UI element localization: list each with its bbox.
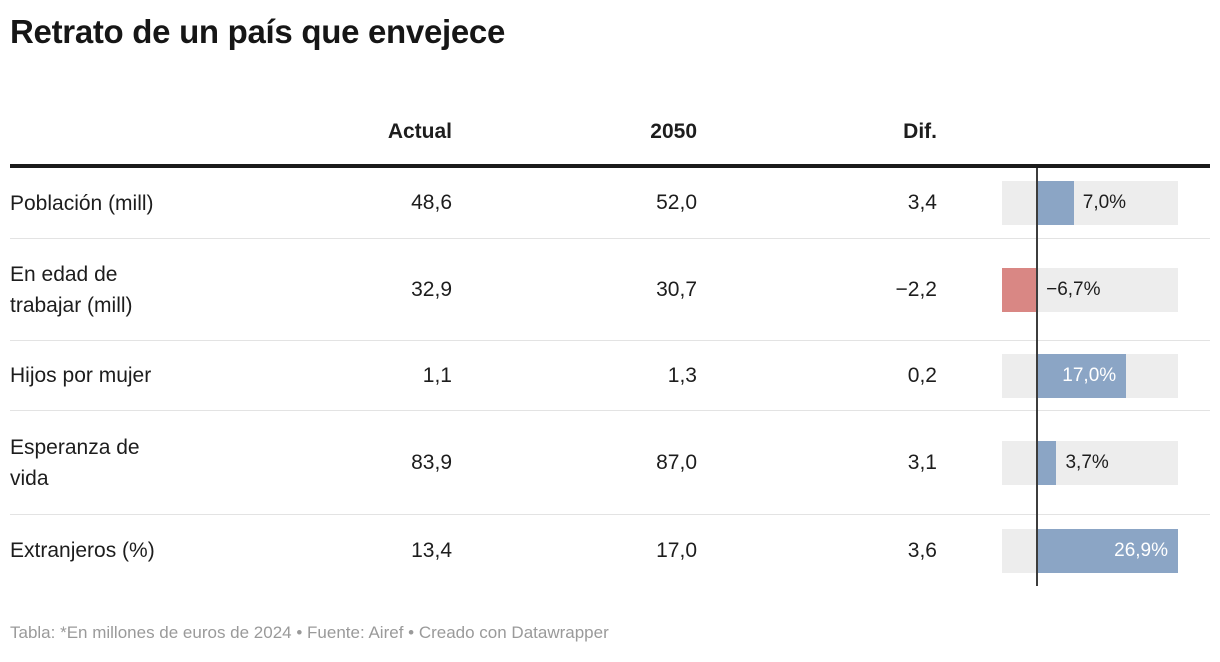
bar-value-label: 3,7% bbox=[1065, 451, 1109, 473]
column-header-actual: Actual bbox=[387, 120, 452, 143]
bar-value-label: −6,7% bbox=[1046, 278, 1101, 300]
cell-2050: 17,0 bbox=[656, 538, 697, 562]
diff-bar bbox=[1037, 353, 1127, 398]
bar-value-label: 17,0% bbox=[1062, 364, 1117, 386]
column-header-dif: Dif. bbox=[903, 120, 937, 143]
table-row: Población (mill) 48,6 52,0 3,4 7,0% bbox=[10, 168, 1210, 238]
bar-cell: 26,9% bbox=[937, 515, 1210, 586]
cell-actual: 13,4 bbox=[411, 538, 452, 562]
cell-2050: 52,0 bbox=[656, 191, 697, 214]
cell-dif: 3,4 bbox=[907, 191, 937, 214]
cell-actual: 48,6 bbox=[411, 191, 452, 214]
diff-bar bbox=[1037, 528, 1178, 573]
bar-track: 3,7% bbox=[1002, 440, 1178, 485]
diff-bar bbox=[1037, 440, 1057, 485]
cell-2050: 30,7 bbox=[656, 277, 697, 301]
table-row: Hijos por mujer 1,1 1,3 0,2 17,0% bbox=[10, 340, 1210, 410]
cell-dif: 3,1 bbox=[907, 450, 937, 474]
zero-axis-line bbox=[1036, 168, 1038, 586]
bar-cell: 3,7% bbox=[937, 411, 1210, 514]
bar-track: 17,0% bbox=[1002, 353, 1178, 398]
row-label: Hijos por mujer bbox=[10, 364, 152, 387]
cell-2050: 87,0 bbox=[656, 450, 697, 474]
bar-track: 7,0% bbox=[1002, 181, 1178, 225]
cell-actual: 83,9 bbox=[411, 450, 452, 474]
cell-2050: 1,3 bbox=[667, 363, 697, 387]
row-label: Esperanza de vida bbox=[10, 435, 140, 490]
row-label: En edad de trabajar (mill) bbox=[10, 262, 133, 317]
row-label: Extranjeros (%) bbox=[10, 539, 155, 562]
bar-cell: −6,7% bbox=[937, 239, 1210, 340]
diff-bar bbox=[1002, 267, 1038, 312]
table-body: Población (mill) 48,6 52,0 3,4 7,0% En e… bbox=[10, 168, 1210, 586]
page-title: Retrato de un país que envejece bbox=[10, 13, 506, 50]
cell-dif: −2,2 bbox=[895, 277, 937, 301]
table-row: En edad de trabajar (mill) 32,9 30,7 −2,… bbox=[10, 238, 1210, 340]
diff-bar bbox=[1037, 181, 1074, 225]
header-rule bbox=[10, 164, 1210, 168]
bar-track: 26,9% bbox=[1002, 528, 1178, 573]
cell-actual: 1,1 bbox=[422, 363, 452, 387]
bar-cell: 17,0% bbox=[937, 341, 1210, 410]
bar-track: −6,7% bbox=[1002, 267, 1178, 312]
cell-actual: 32,9 bbox=[411, 277, 452, 301]
cell-dif: 0,2 bbox=[907, 363, 937, 387]
table-row: Extranjeros (%) 13,4 17,0 3,6 26,9% bbox=[10, 514, 1210, 586]
footer-attribution: Tabla: *En millones de euros de 2024 • F… bbox=[10, 623, 609, 642]
column-header-2050: 2050 bbox=[650, 120, 697, 143]
table-row: Esperanza de vida 83,9 87,0 3,1 3,7% bbox=[10, 410, 1210, 514]
cell-dif: 3,6 bbox=[907, 538, 937, 562]
bar-value-label: 7,0% bbox=[1082, 192, 1127, 213]
row-label: Población (mill) bbox=[10, 191, 154, 215]
bar-value-label: 26,9% bbox=[1114, 539, 1168, 561]
bar-cell: 7,0% bbox=[937, 168, 1210, 238]
